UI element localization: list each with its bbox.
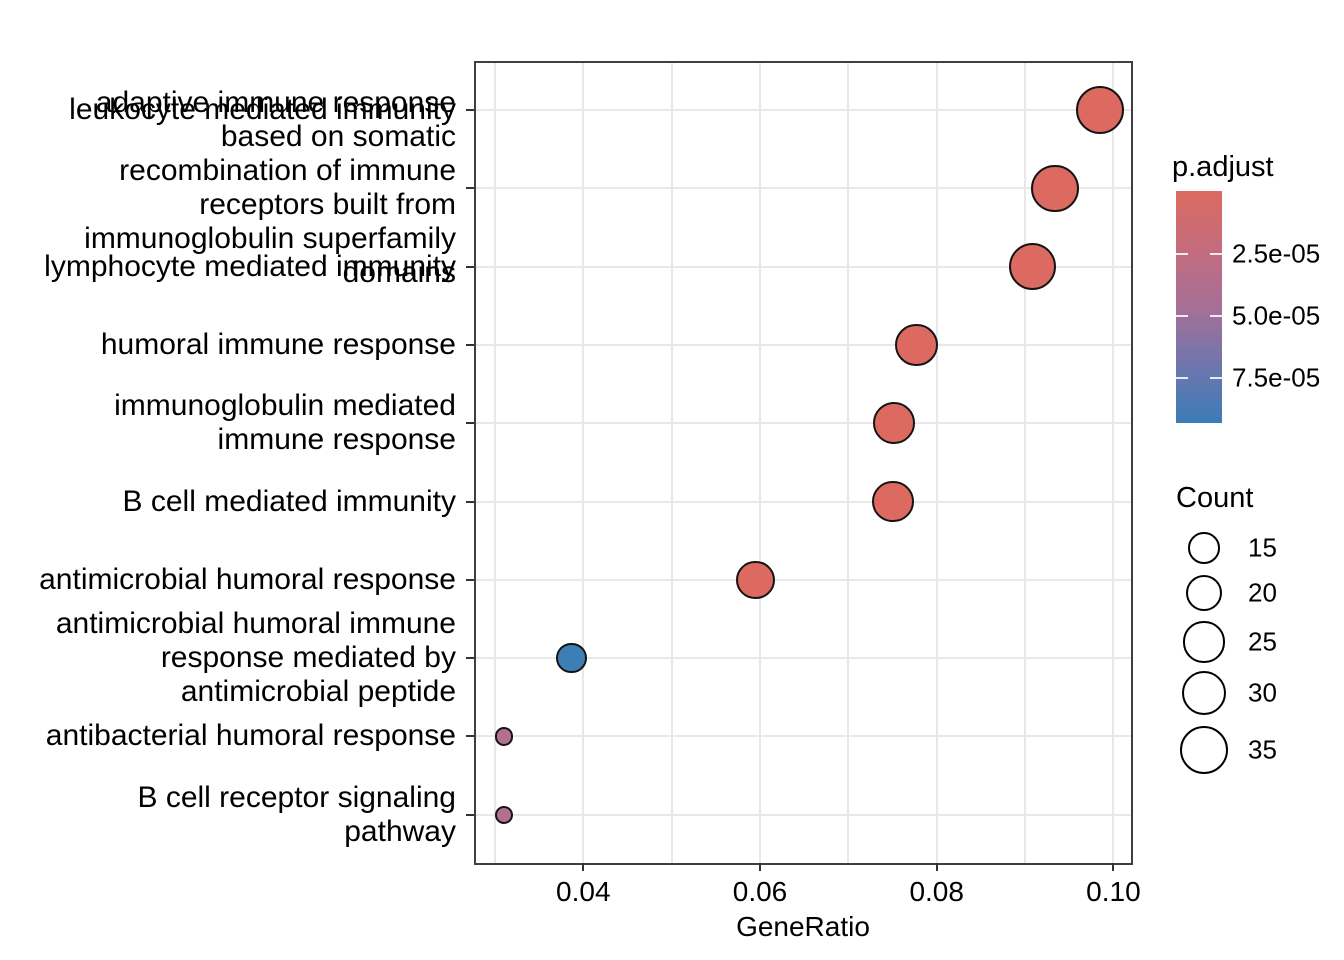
y-tick-label: adaptive immune response based on somatic… xyxy=(0,86,456,290)
x-tick-label: 0.08 xyxy=(909,876,964,907)
data-point xyxy=(736,560,775,600)
count-legend-label: 35 xyxy=(1248,734,1277,765)
v-gridline xyxy=(935,63,938,863)
data-point xyxy=(873,402,916,445)
count-legend-label: 20 xyxy=(1248,577,1277,608)
h-gridline xyxy=(476,657,1131,660)
h-gridline xyxy=(476,735,1131,738)
y-tick-label-line: immune response xyxy=(217,423,456,457)
y-tick-label: immunoglobulin mediated immune response xyxy=(0,389,456,457)
gradient-tick-right xyxy=(1210,376,1222,379)
x-tick-label: 0.04 xyxy=(556,876,611,907)
count-legend-circle xyxy=(1185,574,1223,612)
y-tick-mark xyxy=(466,500,474,503)
h-gridline xyxy=(476,187,1131,190)
x-tick-mark xyxy=(935,863,938,871)
data-point xyxy=(895,323,938,367)
y-tick-label: B cell mediated immunity xyxy=(0,485,456,519)
y-tick-label-line: B cell mediated immunity xyxy=(122,484,456,518)
data-point xyxy=(1075,85,1125,135)
y-tick-mark xyxy=(466,657,474,660)
y-tick-mark xyxy=(466,343,474,346)
y-tick-label: B cell receptor signaling pathway xyxy=(0,781,456,849)
y-tick-label: antibacterial humoral response xyxy=(0,719,456,753)
x-axis-title: GeneRatio xyxy=(736,911,870,942)
y-tick-label: humoral immune response xyxy=(0,328,456,362)
gradient-tick-left xyxy=(1176,253,1188,256)
y-tick-label-line: antimicrobial humoral response xyxy=(39,562,456,596)
h-gridline xyxy=(476,109,1131,111)
count-legend-label: 15 xyxy=(1248,532,1277,563)
y-tick-label-line: based on somatic xyxy=(220,120,456,154)
y-tick-mark xyxy=(466,109,474,111)
y-tick-label: antimicrobial humoral response xyxy=(0,563,456,597)
y-tick-label-line: antimicrobial humoral immune xyxy=(55,607,456,641)
x-tick-label: 0.10 xyxy=(1086,876,1141,907)
h-gridline xyxy=(476,265,1131,268)
y-tick-label-line: pathway xyxy=(344,814,456,848)
v-gridline xyxy=(1024,63,1027,863)
data-point xyxy=(494,727,513,746)
count-legend-label: 25 xyxy=(1248,626,1277,657)
v-gridline xyxy=(582,63,585,863)
h-gridline xyxy=(476,578,1131,581)
v-gridline xyxy=(670,63,673,863)
count-legend-circle xyxy=(1188,532,1220,564)
gradient-tick-right xyxy=(1210,315,1222,318)
y-tick-label-line: adaptive immune response xyxy=(95,86,456,120)
y-tick-mark xyxy=(466,187,474,190)
data-point xyxy=(556,642,588,674)
gradient-tick-right xyxy=(1210,253,1222,256)
count-legend-circle xyxy=(1179,725,1229,775)
y-tick-mark xyxy=(466,265,474,268)
p-adjust-tick-label: 5.0e-05 xyxy=(1232,300,1321,331)
y-tick-label-line: leukocyte mediated immunity xyxy=(69,93,456,126)
legend-p-adjust-title: p.adjust xyxy=(1172,151,1274,183)
v-gridline xyxy=(759,63,761,863)
x-tick-mark xyxy=(1112,863,1115,871)
y-tick-mark xyxy=(466,578,474,581)
y-tick-label-line: B cell receptor signaling xyxy=(137,780,456,814)
v-gridline xyxy=(493,63,496,863)
data-point xyxy=(1008,243,1056,291)
y-tick-mark xyxy=(466,813,474,816)
y-tick-label-line: receptors built from xyxy=(199,188,456,222)
x-tick-mark xyxy=(759,863,761,871)
y-tick-label: leukocyte mediated immunity xyxy=(0,93,456,127)
y-tick-label-line: antimicrobial peptide xyxy=(180,675,456,709)
y-tick-label-line: antibacterial humoral response xyxy=(45,719,456,753)
y-tick-label-line: domains xyxy=(342,256,456,290)
h-gridline xyxy=(476,343,1131,346)
count-legend-label: 30 xyxy=(1248,677,1277,708)
y-tick-label-line: response mediated by xyxy=(160,641,456,675)
y-tick-label-line: immunoglobulin mediated xyxy=(114,389,456,423)
x-tick-mark xyxy=(582,863,585,871)
data-point xyxy=(494,805,513,824)
count-legend-circle xyxy=(1181,670,1227,716)
p-adjust-tick-label: 7.5e-05 xyxy=(1232,362,1321,393)
v-gridline xyxy=(847,63,850,863)
y-tick-mark xyxy=(466,735,474,738)
v-gridline xyxy=(1112,63,1115,863)
gradient-tick-left xyxy=(1176,315,1188,318)
y-tick-label-line: recombination of immune xyxy=(119,154,456,188)
data-point xyxy=(1031,164,1079,212)
h-gridline xyxy=(476,422,1131,425)
gradient-tick-left xyxy=(1176,376,1188,379)
x-tick-label: 0.06 xyxy=(732,876,788,907)
h-gridline xyxy=(476,813,1131,816)
p-adjust-tick-label: 2.5e-05 xyxy=(1232,238,1321,269)
y-tick-label-line: lymphocyte mediated immunity xyxy=(44,249,456,283)
legend-count-title: Count xyxy=(1176,482,1254,514)
y-tick-label: lymphocyte mediated immunity xyxy=(0,250,456,284)
y-tick-label-line: humoral immune response xyxy=(100,327,456,361)
count-legend-circle xyxy=(1183,621,1225,663)
h-gridline xyxy=(476,500,1131,503)
p-adjust-gradient-bar xyxy=(1176,191,1222,423)
data-point xyxy=(872,480,915,523)
y-tick-label-line: immunoglobulin superfamily xyxy=(84,222,456,256)
y-tick-mark xyxy=(466,422,474,425)
y-tick-label: antimicrobial humoral immune response med… xyxy=(0,607,456,709)
